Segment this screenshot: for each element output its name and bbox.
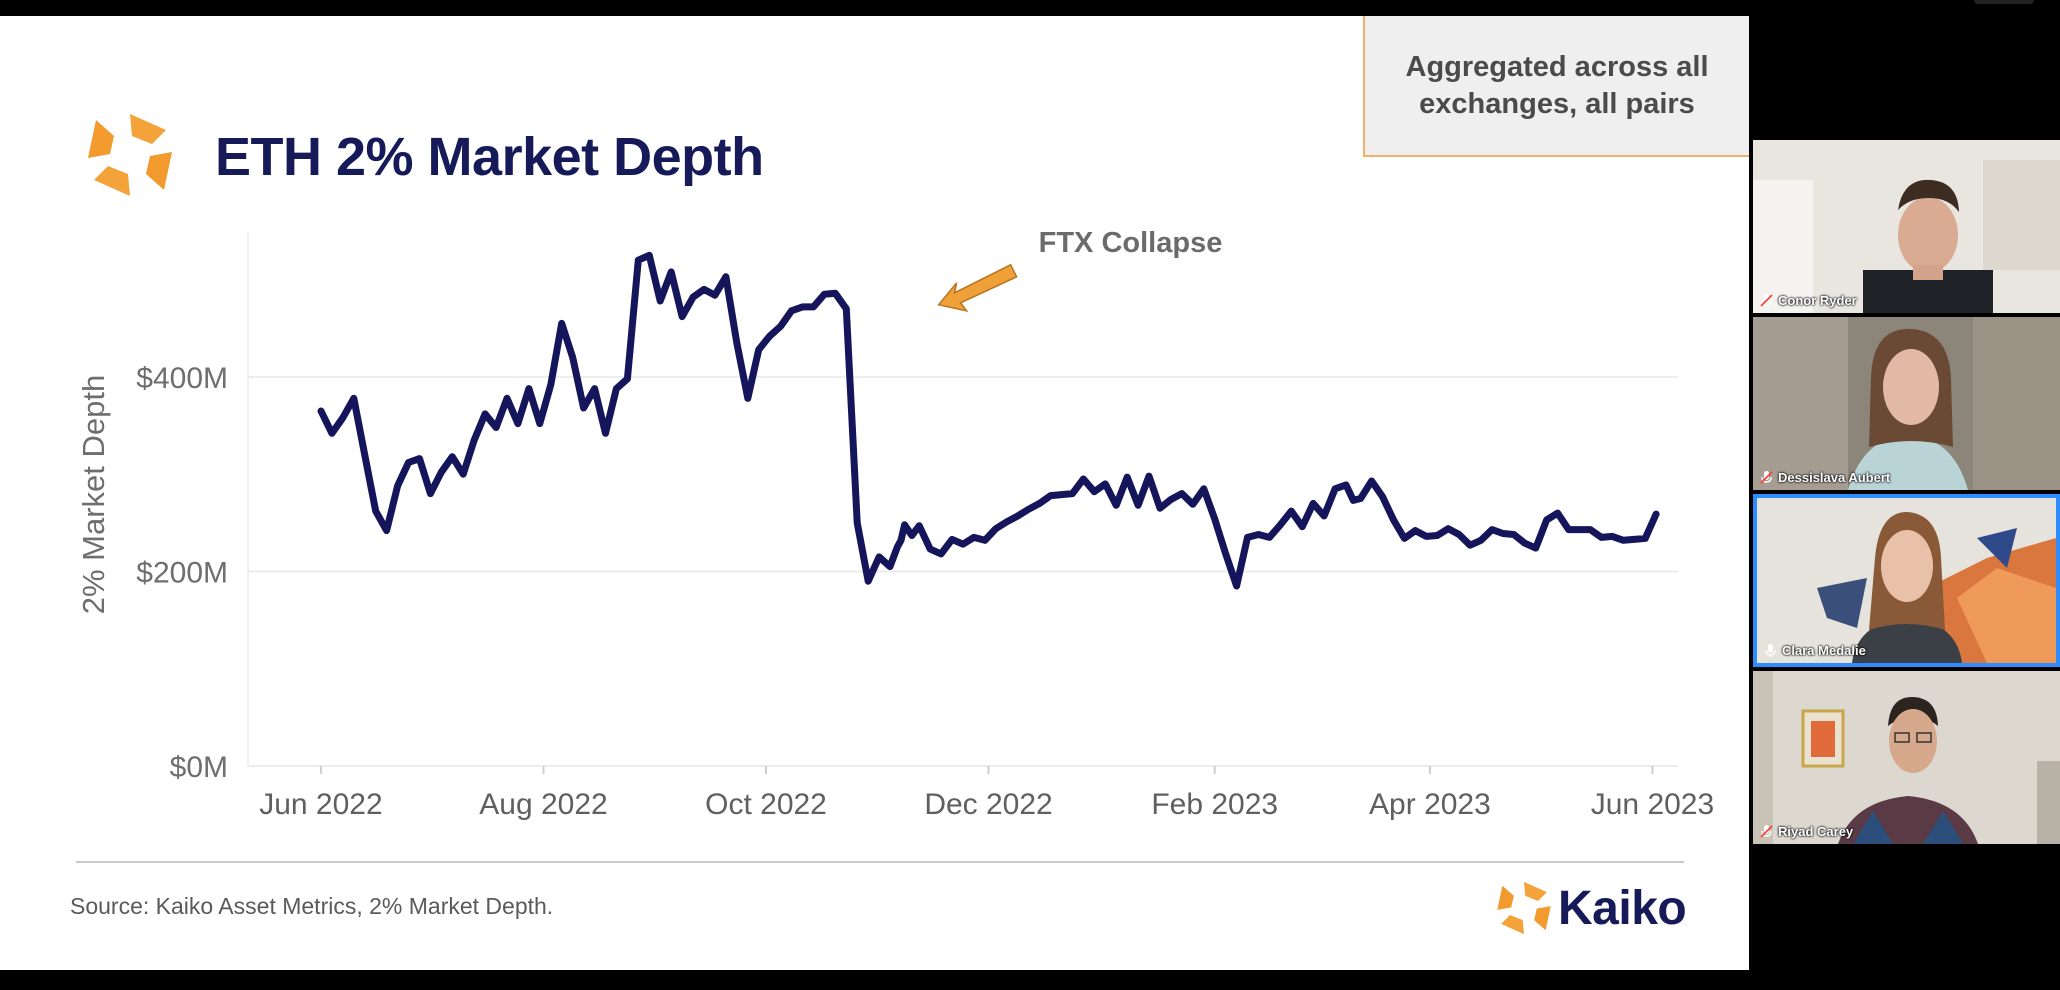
- participant-video: [1753, 317, 2060, 490]
- series-line: [317, 251, 1660, 590]
- mic-icon: [1765, 644, 1776, 657]
- participant-name: Riyad Carey: [1778, 824, 1854, 839]
- participant-tile[interactable]: Conor Ryder: [1753, 140, 2060, 313]
- y-tick-label: $0M: [170, 751, 228, 784]
- x-tick-label: Apr 2023: [1369, 788, 1491, 821]
- market-depth-chart: $0M $200M $400M Jun 2022 Aug 2022 Oct 2022 Dec…: [76, 227, 1714, 821]
- source-note: Source: Kaiko Asset Metrics, 2% Market D…: [70, 893, 554, 919]
- kaiko-brand-icon: [1497, 881, 1551, 935]
- brand-name: Kaiko: [1558, 881, 1687, 935]
- note-text: Aggregated across all exchanges, all pai…: [1405, 50, 1709, 120]
- slide-title: ETH 2% Market Depth: [215, 127, 764, 187]
- x-tick-label: Jun 2023: [1591, 788, 1714, 821]
- kaiko-brand: Kaiko: [1496, 878, 1687, 938]
- participant-name: Dessislava Aubert: [1778, 470, 1891, 485]
- participant-tile[interactable]: Dessislava Aubert: [1753, 317, 2060, 490]
- participant-video: [1753, 671, 2060, 844]
- divider: [76, 861, 1684, 863]
- muted-mic-icon: [1760, 825, 1773, 838]
- annotation-arrow: [937, 263, 1018, 312]
- window-top-indicator: [1974, 0, 2034, 4]
- participant-tile[interactable]: Riyad Carey: [1753, 671, 2060, 844]
- x-tick-label: Dec 2022: [924, 788, 1052, 821]
- x-tick-label: Jun 2022: [259, 788, 382, 821]
- participant-video: [1753, 140, 2060, 313]
- y-tick-label: $400M: [136, 362, 228, 395]
- muted-mic-icon: [1760, 471, 1773, 484]
- muted-mic-icon: [1760, 294, 1773, 307]
- kaiko-logo-icon: [88, 114, 172, 196]
- note-box: Aggregated across all exchanges, all pai…: [1363, 16, 1749, 157]
- x-tick-label: Feb 2023: [1151, 788, 1278, 821]
- participant-name: Clara Medalie: [1782, 643, 1866, 658]
- annotation-label: FTX Collapse: [1039, 227, 1223, 259]
- y-axis-title: 2% Market Depth: [76, 375, 111, 615]
- participant-video: [1757, 498, 2056, 663]
- x-tick-label: Oct 2022: [705, 788, 827, 821]
- x-tick-label: Aug 2022: [479, 788, 607, 821]
- participant-tile-active[interactable]: Clara Medalie: [1753, 494, 2060, 667]
- y-tick-label: $200M: [136, 556, 228, 589]
- shared-slide: ETH 2% Market Depth Aggregated across al…: [0, 16, 1749, 970]
- participant-name: Conor Ryder: [1778, 293, 1857, 308]
